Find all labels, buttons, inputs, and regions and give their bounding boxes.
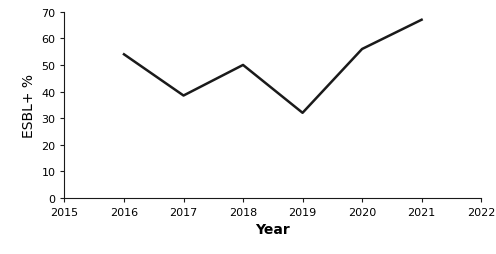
- X-axis label: Year: Year: [255, 223, 290, 236]
- Y-axis label: ESBL+ %: ESBL+ %: [22, 74, 36, 137]
